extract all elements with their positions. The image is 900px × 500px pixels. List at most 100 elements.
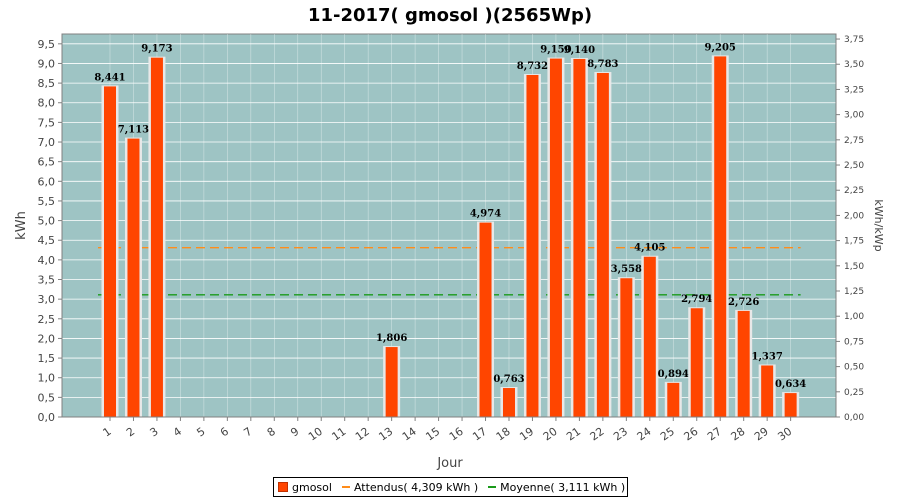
x-tick-label: 14 bbox=[400, 425, 419, 444]
x-tick-label: 15 bbox=[423, 425, 442, 444]
x-tick-label: 23 bbox=[611, 425, 630, 444]
x-tick-label: 21 bbox=[564, 425, 583, 444]
y2-tick-label: 3,50 bbox=[844, 60, 864, 70]
y-tick-label: 9,5 bbox=[38, 38, 56, 51]
y2-tick-label: 0,25 bbox=[844, 388, 864, 398]
x-tick-label: 2 bbox=[124, 425, 137, 440]
x-axis-label: Jour bbox=[436, 456, 463, 471]
bar bbox=[714, 56, 727, 417]
bar-data-label: 0,894 bbox=[658, 369, 689, 380]
bar-data-label: 4,105 bbox=[634, 243, 665, 254]
y2-tick-label: 0,00 bbox=[844, 413, 864, 423]
bar bbox=[479, 222, 492, 417]
x-tick-label: 26 bbox=[682, 425, 701, 444]
legend-item-moyenne: Moyenne( 3,111 kWh ) bbox=[488, 481, 625, 494]
y-tick-label: 7,0 bbox=[38, 136, 56, 149]
x-tick-label: 16 bbox=[447, 425, 466, 444]
bar-data-label: 8,732 bbox=[517, 61, 548, 72]
y2-tick-label: 3,75 bbox=[844, 35, 864, 45]
bar-data-label: 9,173 bbox=[141, 44, 172, 55]
x-tick-label: 11 bbox=[329, 425, 348, 444]
legend-item-attendus: Attendus( 4,309 kWh ) bbox=[341, 480, 479, 494]
x-tick-label: 20 bbox=[541, 425, 560, 444]
y-tick-label: 8,5 bbox=[38, 77, 56, 90]
bar-data-label: 4,974 bbox=[470, 209, 501, 220]
x-tick-label: 3 bbox=[147, 425, 160, 440]
x-tick-label: 30 bbox=[775, 425, 794, 444]
bar-data-label: 9,205 bbox=[705, 42, 736, 53]
legend-label-moyenne: Moyenne( 3,111 kWh ) bbox=[500, 480, 626, 494]
y2-tick-label: 1,25 bbox=[844, 287, 864, 297]
bar bbox=[104, 86, 116, 418]
plot-area bbox=[61, 33, 837, 418]
bar bbox=[620, 278, 633, 417]
chart-title: 11-2017( gmosol )(2565Wp) bbox=[308, 5, 592, 26]
y2-tick-label: 0,50 bbox=[844, 363, 864, 373]
y2-tick-label: 3,00 bbox=[844, 111, 864, 121]
x-tick-label: 24 bbox=[635, 425, 654, 444]
bar bbox=[526, 74, 539, 417]
y-tick-label: 8,0 bbox=[38, 97, 56, 110]
bar bbox=[573, 58, 586, 418]
bar-data-label: 9,140 bbox=[564, 45, 595, 56]
y-tick-label: 4,0 bbox=[38, 254, 56, 267]
y-axis-label: kWh bbox=[14, 211, 29, 240]
x-tick-label: 18 bbox=[494, 425, 513, 444]
bar bbox=[643, 256, 656, 417]
bar bbox=[761, 365, 774, 417]
y-tick-label: 2,0 bbox=[38, 332, 56, 345]
y-tick-label: 0,0 bbox=[38, 411, 56, 424]
legend-swatch-moyenne bbox=[488, 486, 497, 488]
bar-data-label: 8,441 bbox=[94, 72, 125, 83]
y-tick-label: 7,5 bbox=[38, 116, 56, 129]
y-tick-label: 0,5 bbox=[38, 391, 56, 404]
bar-data-label: 2,726 bbox=[728, 297, 759, 308]
bar-data-label: 1,337 bbox=[751, 351, 782, 362]
x-tick-label: 4 bbox=[171, 425, 184, 440]
y-tick-label: 4,5 bbox=[38, 234, 56, 247]
y-tick-label: 2,5 bbox=[38, 313, 56, 326]
legend-label-gmosol: gmosol bbox=[292, 480, 332, 494]
legend-swatch-bar bbox=[278, 482, 288, 492]
x-tick-label: 1 bbox=[101, 425, 114, 440]
y2-tick-label: 1,75 bbox=[844, 237, 864, 247]
y-tick-label: 3,0 bbox=[38, 293, 56, 306]
bar bbox=[549, 58, 562, 418]
x-tick-label: 17 bbox=[470, 425, 489, 444]
x-tick-label: 12 bbox=[353, 425, 372, 444]
legend-swatch-attendus bbox=[341, 486, 350, 488]
bar bbox=[784, 393, 797, 417]
bar-data-label: 0,634 bbox=[775, 379, 806, 390]
y-tick-label: 6,5 bbox=[38, 156, 56, 169]
y-tick-label: 1,0 bbox=[38, 372, 56, 385]
x-tick-label: 13 bbox=[376, 425, 395, 444]
x-tick-label: 28 bbox=[728, 425, 747, 444]
bar bbox=[737, 310, 750, 417]
bar bbox=[596, 72, 609, 417]
y2-axis-label: kWh/kWp bbox=[872, 199, 885, 251]
y2-tick-label: 1,00 bbox=[844, 312, 864, 322]
y-tick-label: 6,0 bbox=[38, 175, 56, 188]
legend-item-gmosol: gmosol bbox=[278, 481, 332, 494]
x-tick-label: 6 bbox=[218, 425, 231, 440]
x-tick-label: 25 bbox=[658, 425, 677, 444]
y-tick-label: 9,0 bbox=[38, 57, 56, 70]
bar-data-label: 3,558 bbox=[611, 264, 642, 275]
y2-tick-label: 2,75 bbox=[844, 136, 864, 146]
y2-tick-label: 1,50 bbox=[844, 262, 864, 272]
bar bbox=[127, 138, 140, 417]
bar-data-label: 9,150 bbox=[540, 45, 571, 56]
x-tick-label: 8 bbox=[265, 425, 278, 440]
y-tick-label: 3,5 bbox=[38, 274, 56, 287]
y2-tick-label: 2,50 bbox=[844, 161, 864, 171]
bar bbox=[502, 388, 515, 417]
legend-label-attendus: Attendus( 4,309 kWh ) bbox=[353, 480, 479, 494]
x-tick-label: 7 bbox=[241, 425, 254, 440]
legend: gmosol Attendus( 4,309 kWh ) Moyenne( 3,… bbox=[273, 477, 628, 497]
y2-tick-label: 2,00 bbox=[844, 211, 864, 221]
bar bbox=[385, 347, 398, 417]
bar bbox=[667, 382, 680, 417]
x-tick-label: 10 bbox=[306, 425, 325, 444]
bar-data-label: 7,113 bbox=[118, 125, 149, 136]
